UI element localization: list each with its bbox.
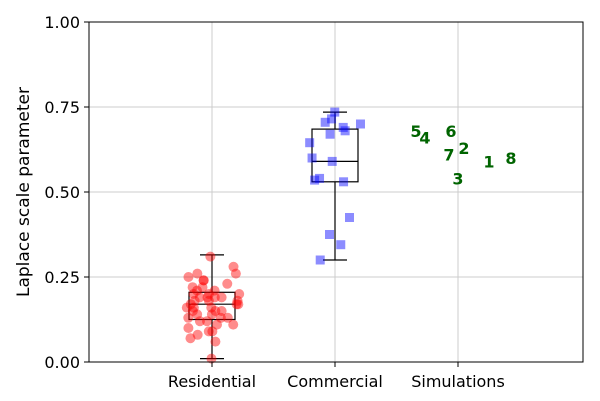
residential-point (198, 275, 209, 286)
residential-point (192, 268, 203, 279)
residential-point (231, 299, 242, 310)
commercial-point (315, 173, 325, 183)
residential-point (202, 292, 213, 303)
y-tick-label: 0.00 (44, 353, 80, 372)
commercial-point (340, 126, 350, 136)
scatter-points (181, 107, 365, 364)
x-tick-label: Residential (168, 372, 256, 391)
residential-point (192, 329, 203, 340)
residential-point (209, 285, 220, 296)
residential-point (206, 353, 217, 364)
box-iqr (188, 291, 236, 321)
residential-point (187, 306, 198, 316)
residential-point (215, 312, 226, 323)
residential-point (202, 316, 213, 327)
residential-point (194, 316, 205, 327)
residential-point (234, 289, 245, 299)
residential-point (216, 292, 227, 303)
residential-point (203, 289, 214, 299)
residential-point (232, 295, 243, 306)
residential-point (183, 312, 194, 323)
commercial-point (315, 255, 325, 265)
x-tick-label: Simulations (411, 372, 505, 391)
residential-point (228, 319, 239, 330)
residential-point (198, 275, 209, 286)
simulation-label: 5 (410, 122, 421, 141)
simulation-label: 8 (505, 149, 516, 168)
residential-point (203, 326, 214, 337)
commercial-point (327, 114, 337, 124)
simulation-label: 1 (483, 152, 494, 171)
residential-point (192, 285, 203, 296)
commercial-point (320, 117, 330, 127)
residential-point (194, 292, 205, 303)
residential-point (187, 282, 198, 293)
commercial-point (355, 119, 365, 129)
commercial-point (327, 156, 337, 166)
residential-point (210, 336, 221, 347)
commercial-point (336, 240, 346, 250)
y-axis-ticks: 0.00 0.25 0.50 0.75 1.00 (44, 13, 89, 372)
residential-point (206, 309, 217, 320)
y-tick-label: 0.50 (44, 183, 80, 202)
residential-point (188, 289, 199, 299)
commercial-point (307, 153, 317, 163)
commercial-point (344, 213, 354, 222)
x-tick-label: Commercial (287, 372, 383, 391)
residential-point (185, 299, 196, 310)
commercial-point (324, 230, 334, 239)
residential-point (209, 292, 220, 303)
simulation-label: 4 (419, 129, 430, 148)
residential-point (222, 278, 233, 289)
residential-point (228, 261, 239, 272)
residential-point (212, 319, 223, 330)
residential-point (185, 333, 196, 344)
simulation-label: 2 (458, 139, 469, 158)
grid-lines (89, 21, 583, 363)
residential-point (183, 323, 194, 333)
commercial-point (305, 138, 315, 148)
commercial-point (339, 177, 349, 187)
residential-point (210, 306, 221, 316)
simulation-label: 6 (445, 122, 456, 141)
residential-point (205, 251, 216, 262)
residential-point (192, 309, 203, 320)
residential-point (203, 295, 214, 306)
commercial-point (325, 129, 335, 139)
residential-point (188, 302, 199, 313)
residential-point (181, 302, 192, 313)
residential-point (183, 272, 194, 282)
box-plots (188, 111, 359, 360)
residential-point (230, 268, 241, 279)
residential-point (216, 306, 227, 316)
residential-point (222, 312, 233, 323)
simulation-label: 3 (452, 169, 463, 188)
residential-point (206, 302, 217, 313)
commercial-point (338, 122, 348, 132)
residential-point (189, 295, 200, 306)
residential-point (233, 299, 244, 310)
x-axis-ticks: Residential Commercial Simulations (168, 362, 505, 391)
residential-point (197, 282, 208, 293)
box-iqr (311, 128, 359, 183)
commercial-point (330, 107, 340, 117)
simulation-label: 7 (443, 146, 454, 165)
y-tick-label: 0.25 (44, 268, 80, 287)
simulation-labels: 12 3 45 6 7 8 (410, 122, 516, 189)
commercial-point (310, 175, 320, 185)
residential-point (207, 326, 218, 337)
y-tick-label: 1.00 (44, 13, 80, 32)
y-axis-label: Laplace scale parameter (14, 87, 34, 297)
y-tick-label: 0.75 (44, 98, 80, 117)
